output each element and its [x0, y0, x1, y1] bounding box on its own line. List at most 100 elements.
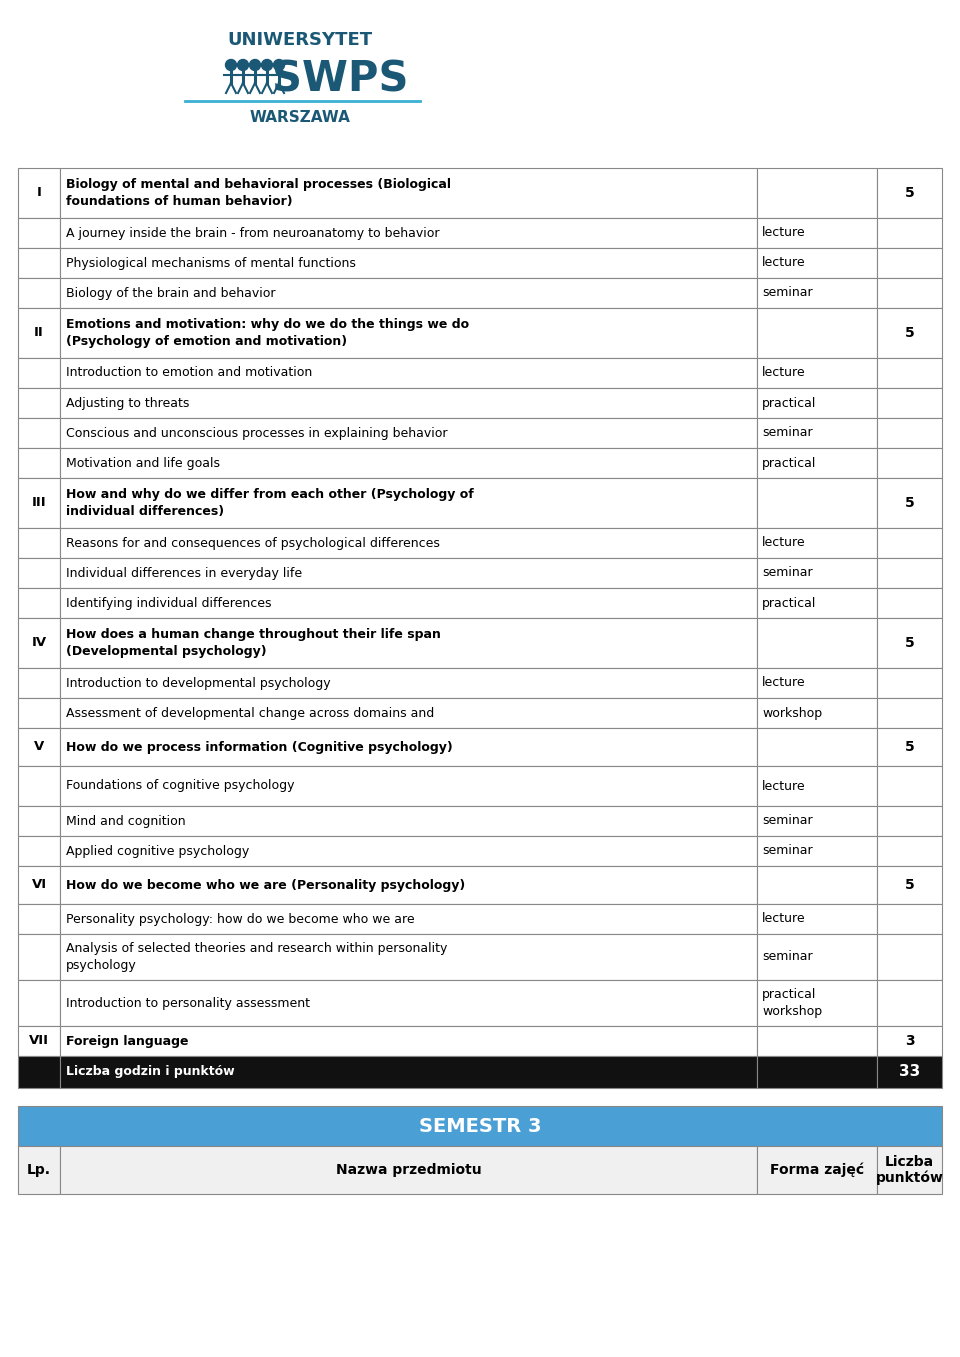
Bar — [60, 478, 757, 528]
Bar — [18, 448, 60, 478]
Bar — [60, 358, 757, 388]
Bar — [877, 697, 942, 727]
Bar — [60, 388, 757, 418]
Text: Analysis of selected theories and research within personality
psychology: Analysis of selected theories and resear… — [66, 942, 447, 972]
Bar — [877, 478, 942, 528]
Text: lecture: lecture — [762, 912, 805, 925]
Bar — [877, 248, 942, 278]
Text: Introduction to developmental psychology: Introduction to developmental psychology — [66, 677, 330, 689]
Bar — [60, 697, 757, 727]
Bar — [18, 980, 60, 1026]
Bar — [60, 528, 757, 558]
Bar — [877, 866, 942, 904]
Bar — [18, 1056, 60, 1088]
Bar — [757, 1056, 877, 1088]
Text: seminar: seminar — [762, 286, 812, 300]
Bar — [60, 248, 757, 278]
Bar — [60, 418, 757, 448]
Text: Liczba godzin i punktów: Liczba godzin i punktów — [66, 1065, 234, 1079]
Text: IV: IV — [32, 636, 47, 650]
Text: lecture: lecture — [762, 536, 805, 550]
Text: How does a human change throughout their life span
(Developmental psychology): How does a human change throughout their… — [66, 628, 441, 658]
Text: 5: 5 — [904, 497, 914, 510]
Bar — [18, 278, 60, 308]
Bar — [877, 727, 942, 765]
Bar — [757, 1026, 877, 1056]
Text: Biology of the brain and behavior: Biology of the brain and behavior — [66, 286, 276, 300]
Text: Foundations of cognitive psychology: Foundations of cognitive psychology — [66, 779, 295, 792]
Bar — [18, 836, 60, 866]
Bar — [18, 168, 60, 218]
Text: practical: practical — [762, 456, 816, 470]
Text: Biology of mental and behavioral processes (Biological
foundations of human beha: Biology of mental and behavioral process… — [66, 178, 451, 208]
Bar — [60, 448, 757, 478]
Text: How do we become who we are (Personality psychology): How do we become who we are (Personality… — [66, 878, 466, 892]
Bar — [757, 418, 877, 448]
Bar — [757, 448, 877, 478]
Bar — [877, 218, 942, 248]
Bar — [877, 588, 942, 617]
Bar — [18, 866, 60, 904]
Text: Identifying individual differences: Identifying individual differences — [66, 597, 272, 609]
Bar — [18, 478, 60, 528]
Bar — [60, 765, 757, 806]
Bar — [18, 765, 60, 806]
Bar — [18, 1147, 60, 1194]
Bar — [18, 388, 60, 418]
Text: Individual differences in everyday life: Individual differences in everyday life — [66, 566, 302, 579]
Text: Liczba
punktów: Liczba punktów — [876, 1155, 944, 1186]
Bar — [18, 934, 60, 980]
Bar — [60, 934, 757, 980]
Text: Foreign language: Foreign language — [66, 1034, 188, 1048]
Bar — [877, 558, 942, 588]
Text: VII: VII — [29, 1034, 49, 1048]
Text: Nazwa przedmiotu: Nazwa przedmiotu — [336, 1163, 481, 1177]
Bar — [18, 668, 60, 697]
Bar — [757, 806, 877, 836]
Bar — [60, 806, 757, 836]
Bar — [60, 168, 757, 218]
Bar — [877, 934, 942, 980]
Text: Personality psychology: how do we become who we are: Personality psychology: how do we become… — [66, 912, 415, 925]
Text: Mind and cognition: Mind and cognition — [66, 814, 185, 828]
Text: 3: 3 — [904, 1034, 914, 1048]
Text: VI: VI — [32, 878, 47, 892]
Text: WARSZAWA: WARSZAWA — [250, 110, 350, 125]
Bar — [18, 528, 60, 558]
Text: 5: 5 — [904, 186, 914, 199]
Bar — [757, 980, 877, 1026]
Text: seminar: seminar — [762, 566, 812, 579]
Bar — [60, 218, 757, 248]
Bar — [877, 358, 942, 388]
Bar — [877, 1026, 942, 1056]
Bar — [757, 1147, 877, 1194]
Bar — [877, 806, 942, 836]
Text: Emotions and motivation: why do we do the things we do
(Psychology of emotion an: Emotions and motivation: why do we do th… — [66, 319, 469, 347]
Text: V: V — [34, 741, 44, 753]
Bar — [18, 218, 60, 248]
Text: lecture: lecture — [762, 779, 805, 792]
Circle shape — [250, 60, 260, 71]
Bar — [877, 1056, 942, 1088]
Bar — [877, 418, 942, 448]
Bar — [18, 806, 60, 836]
Text: Forma zajęć: Forma zajęć — [770, 1163, 864, 1178]
Text: lecture: lecture — [762, 227, 805, 239]
Text: workshop: workshop — [762, 707, 822, 719]
Text: Motivation and life goals: Motivation and life goals — [66, 456, 220, 470]
Text: Physiological mechanisms of mental functions: Physiological mechanisms of mental funct… — [66, 256, 356, 270]
Text: practical
workshop: practical workshop — [762, 988, 822, 1018]
Bar — [877, 617, 942, 668]
Bar — [18, 904, 60, 934]
Text: Lp.: Lp. — [27, 1163, 51, 1177]
Text: 33: 33 — [899, 1064, 920, 1080]
Text: practical: practical — [762, 597, 816, 609]
Bar — [877, 448, 942, 478]
Bar — [757, 765, 877, 806]
Text: How do we process information (Cognitive psychology): How do we process information (Cognitive… — [66, 741, 453, 753]
Text: 5: 5 — [904, 878, 914, 892]
Text: lecture: lecture — [762, 256, 805, 270]
Bar — [757, 278, 877, 308]
Bar — [877, 388, 942, 418]
Bar — [18, 308, 60, 358]
